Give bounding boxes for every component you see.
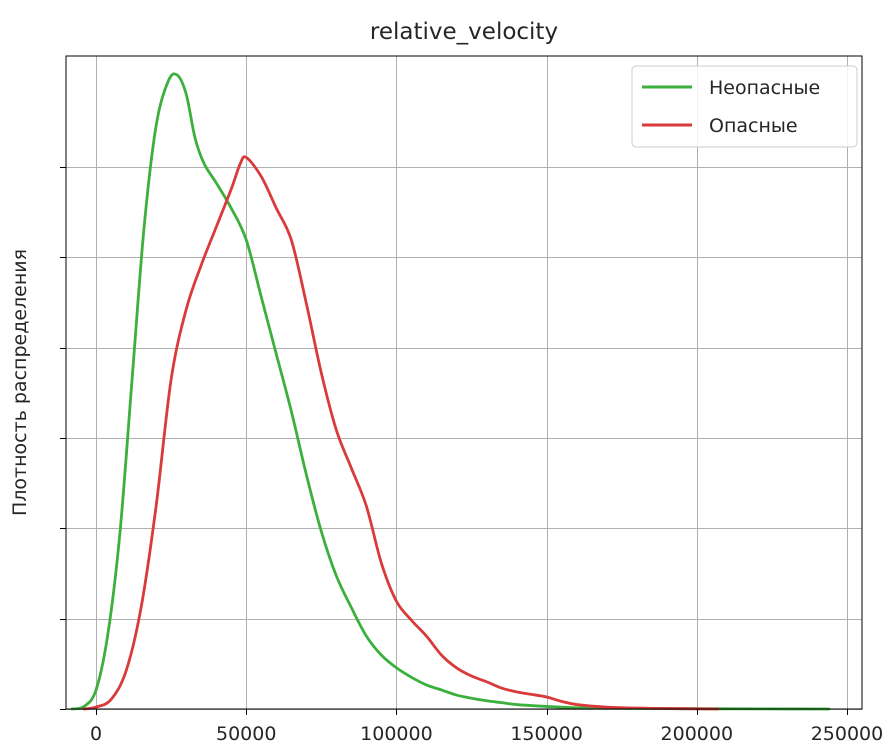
series-line-hazardous (82, 155, 720, 711)
x-tick-label: 0 (90, 723, 102, 745)
x-tick-label: 100000 (360, 723, 433, 745)
x-tick-label: 250000 (811, 723, 884, 745)
chart-title: relative_velocity (370, 19, 558, 45)
x-tick-label: 150000 (510, 723, 583, 745)
series-line-non-hazardous (70, 72, 831, 711)
x-tick-label: 50000 (216, 723, 276, 745)
x-tick-label: 200000 (661, 723, 734, 745)
axis-ticks: 0 50000 100000 150000 200000 250000 (60, 166, 884, 745)
legend-items: Неопасные Опасные (642, 77, 820, 137)
y-axis-label: Плотность распределения (9, 249, 31, 516)
grid (66, 56, 862, 710)
legend: Неопасные Опасные (631, 65, 858, 148)
axes-frame (65, 55, 863, 710)
legend-label: Опасные (709, 115, 798, 137)
series-lines (70, 72, 831, 711)
legend-label: Неопасные (709, 77, 820, 99)
